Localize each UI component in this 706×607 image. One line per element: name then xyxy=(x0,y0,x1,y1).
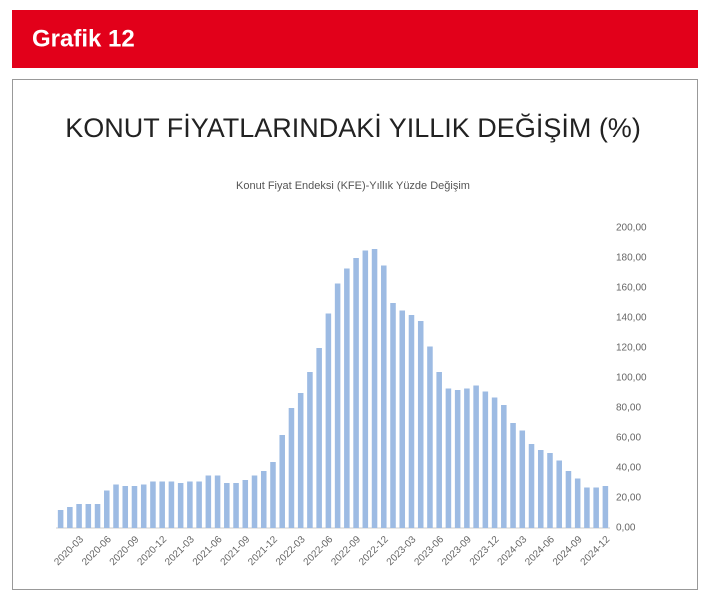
bar xyxy=(187,481,193,528)
bar xyxy=(205,475,212,528)
y-tick-label: 60,00 xyxy=(616,433,641,444)
bar xyxy=(104,490,110,528)
chart-title: KONUT FİYATLARINDAKİ YILLIK DEĞİŞİM (%) xyxy=(65,112,641,143)
y-tick-label: 40,00 xyxy=(616,463,641,474)
y-tick-label: 160,00 xyxy=(616,283,647,294)
bar xyxy=(168,481,175,528)
bar xyxy=(454,390,461,528)
bar xyxy=(325,313,332,528)
bar xyxy=(464,388,470,528)
bar xyxy=(288,408,295,528)
y-tick-label: 120,00 xyxy=(616,343,647,354)
bar xyxy=(408,315,415,528)
bar xyxy=(57,510,64,528)
bar xyxy=(122,486,129,528)
bar xyxy=(565,471,572,528)
y-tick-label: 80,00 xyxy=(616,403,641,414)
bar xyxy=(473,385,479,528)
bar xyxy=(270,462,276,528)
bar xyxy=(381,265,387,528)
bar xyxy=(76,504,82,528)
header-title: Grafik 12 xyxy=(32,25,135,52)
header-bar xyxy=(12,10,698,68)
bar xyxy=(556,460,562,528)
bar xyxy=(602,486,609,528)
bar xyxy=(67,507,73,528)
bar xyxy=(519,430,526,528)
bar xyxy=(547,453,553,528)
bar xyxy=(427,346,433,528)
y-tick-label: 140,00 xyxy=(616,313,647,324)
bar xyxy=(196,481,202,528)
bar xyxy=(214,475,221,528)
chart-subtitle: Konut Fiyat Endeksi (KFE)-Yıllık Yüzde D… xyxy=(236,180,470,192)
bar xyxy=(574,478,581,528)
bar xyxy=(371,249,378,528)
bar xyxy=(242,480,249,528)
y-tick-label: 200,00 xyxy=(616,223,647,234)
bar xyxy=(260,471,267,528)
bar xyxy=(224,483,230,528)
y-tick-label: 20,00 xyxy=(616,493,641,504)
bar xyxy=(150,481,156,528)
bar xyxy=(593,487,599,528)
bar xyxy=(177,483,184,528)
bar xyxy=(316,348,322,528)
bar xyxy=(279,435,285,528)
bar xyxy=(307,372,313,528)
bar xyxy=(362,250,369,528)
bar xyxy=(131,486,138,528)
bar xyxy=(85,504,92,528)
bar xyxy=(399,310,406,528)
bar xyxy=(528,444,535,528)
bar xyxy=(297,393,304,528)
bar xyxy=(537,450,544,528)
bar xyxy=(501,405,507,528)
bar xyxy=(140,484,147,528)
bar xyxy=(510,423,516,528)
y-tick-label: 180,00 xyxy=(616,253,647,264)
bar xyxy=(584,487,590,528)
y-tick-label: 100,00 xyxy=(616,373,647,384)
bar xyxy=(436,372,442,528)
bar xyxy=(251,475,258,528)
bar xyxy=(353,258,359,528)
bar xyxy=(390,303,396,528)
bar xyxy=(417,321,424,528)
bar xyxy=(344,268,350,528)
bar xyxy=(233,483,239,528)
bar xyxy=(482,391,489,528)
bar xyxy=(491,397,498,528)
bar xyxy=(445,388,452,528)
bar xyxy=(159,481,165,528)
bar xyxy=(94,504,101,528)
bar xyxy=(334,283,341,528)
bar xyxy=(113,484,119,528)
y-tick-label: 0,00 xyxy=(616,523,636,534)
